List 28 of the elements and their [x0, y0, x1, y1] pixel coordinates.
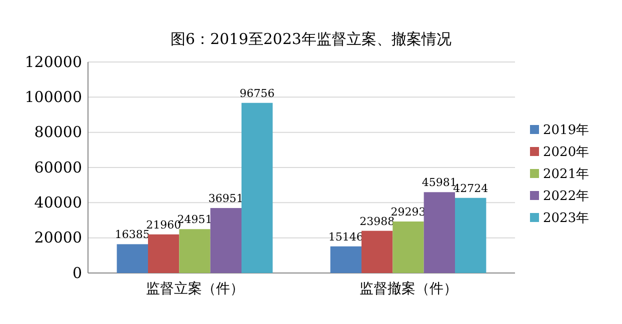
- bar: [210, 208, 242, 273]
- chart-title: 图6：2019至2023年监督立案、撤案情况: [170, 30, 452, 48]
- y-tick-label: 40000: [34, 193, 82, 212]
- legend-label: 2021年: [543, 167, 590, 182]
- legend-label: 2022年: [543, 189, 590, 204]
- x-tick-label: 监督立案（件）: [146, 280, 244, 297]
- y-tick-label: 0: [72, 264, 82, 282]
- bar: [148, 234, 180, 273]
- data-label: 36951: [208, 192, 244, 206]
- bar: [424, 192, 456, 273]
- y-tick-label: 120000: [24, 52, 82, 71]
- legend-label: 2019年: [543, 123, 590, 138]
- y-tick-label: 80000: [34, 123, 82, 142]
- bar: [242, 102, 273, 273]
- y-tick-label: 100000: [24, 88, 82, 106]
- x-tick-label: 监督撤案（件）: [359, 280, 458, 297]
- bar: [330, 246, 362, 273]
- data-label: 16385: [114, 228, 150, 242]
- y-tick-label: 20000: [34, 228, 82, 247]
- bar: [361, 230, 393, 273]
- bar: [455, 198, 486, 273]
- data-label: 96756: [240, 86, 275, 100]
- bar: [179, 229, 210, 273]
- legend-label: 2020年: [543, 145, 590, 160]
- legend-label: 2023年: [543, 211, 590, 226]
- bar: [116, 244, 148, 273]
- bar: [392, 221, 424, 273]
- y-tick-label: 60000: [34, 158, 82, 176]
